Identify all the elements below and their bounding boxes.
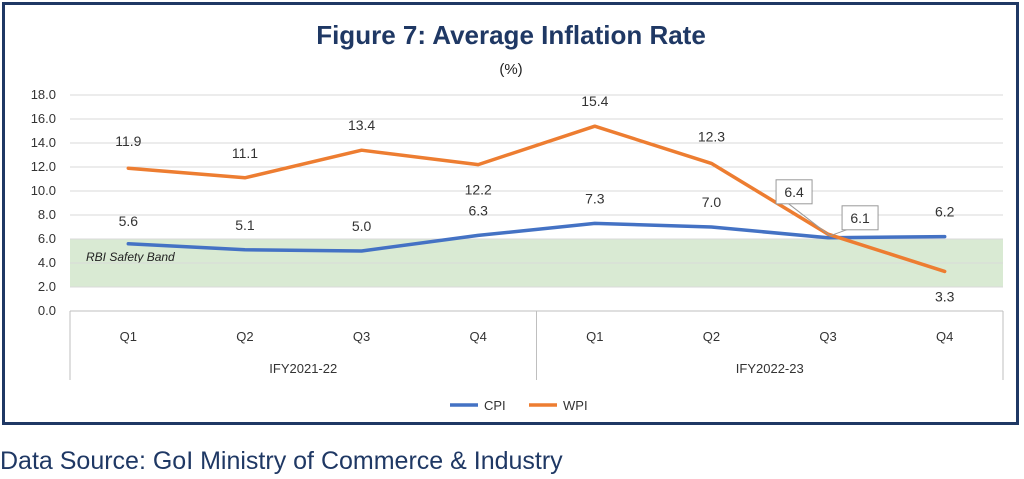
x-axis: Q1 Q2 Q3 Q4 Q1 Q2 Q3 Q4 IFY2021-22 IFY2022-23 bbox=[69, 311, 1004, 380]
callout-wpi-label: 6.4 bbox=[784, 184, 804, 200]
data-label-cpi: 7.3 bbox=[585, 190, 605, 206]
data-source-note: Data Source: GoI Ministry of Commerce & … bbox=[0, 447, 563, 475]
y-tick-label: 14.0 bbox=[31, 135, 56, 150]
inflation-chart: Figure 7: Average Inflation Rate (%) RBI… bbox=[31, 20, 1004, 413]
x-tick-label: Q4 bbox=[936, 329, 953, 344]
data-label-wpi: 13.4 bbox=[348, 117, 375, 133]
data-label-wpi: 3.3 bbox=[935, 288, 955, 304]
callout-cpi-label: 6.1 bbox=[850, 210, 870, 226]
data-labels: 5.6 5.1 5.0 6.3 7.3 7.0 6.2 11.9 11.1 13.4 12.2 15.… bbox=[115, 93, 954, 304]
y-tick-label: 4.0 bbox=[38, 255, 56, 270]
legend: CPI WPI bbox=[450, 398, 588, 413]
data-label-wpi: 11.1 bbox=[232, 145, 258, 161]
data-label-wpi: 12.3 bbox=[698, 128, 725, 144]
callout-cpi-box bbox=[841, 205, 879, 231]
safety-band-label: RBI Safety Band bbox=[86, 250, 175, 264]
y-tick-label: 12.0 bbox=[31, 159, 56, 174]
y-tick-label: 10.0 bbox=[31, 183, 56, 198]
y-tick-label: 18.0 bbox=[31, 87, 56, 102]
data-label-wpi: 12.2 bbox=[465, 182, 492, 198]
x-group-label: IFY2021-22 bbox=[269, 361, 337, 376]
chart-subtitle: (%) bbox=[499, 61, 522, 78]
y-tick-label: 6.0 bbox=[38, 231, 56, 246]
x-tick-label: Q1 bbox=[120, 329, 137, 344]
x-tick-label: Q2 bbox=[236, 329, 253, 344]
y-tick-label: 16.0 bbox=[31, 111, 56, 126]
data-label-wpi: 15.4 bbox=[581, 93, 608, 109]
data-label-cpi: 6.3 bbox=[468, 202, 488, 218]
series-line-wpi bbox=[126, 124, 947, 274]
x-tick-label: Q3 bbox=[353, 329, 370, 344]
callout-wpi-pointer bbox=[785, 201, 831, 237]
y-axis-ticks: 0.0 2.0 4.0 6.0 8.0 10.0 12.0 14.0 16.0 18.0 bbox=[31, 87, 56, 318]
data-label-cpi: 7.0 bbox=[702, 194, 722, 210]
data-label-cpi: 5.0 bbox=[352, 218, 372, 234]
y-tick-label: 2.0 bbox=[38, 279, 56, 294]
chart-title: Figure 7: Average Inflation Rate bbox=[316, 20, 706, 50]
legend-label-cpi: CPI bbox=[484, 398, 506, 413]
y-tick-label: 8.0 bbox=[38, 207, 56, 222]
x-tick-label: Q3 bbox=[819, 329, 836, 344]
data-label-cpi: 5.1 bbox=[235, 217, 255, 233]
data-label-cpi: 6.2 bbox=[935, 204, 955, 220]
x-group-label: IFY2022-23 bbox=[736, 361, 804, 376]
x-tick-label: Q1 bbox=[586, 329, 603, 344]
data-label-cpi: 5.6 bbox=[119, 213, 139, 229]
data-label-wpi: 11.9 bbox=[115, 133, 141, 149]
series-line-cpi bbox=[126, 221, 947, 253]
callout-wpi-box bbox=[775, 179, 813, 205]
x-tick-label: Q4 bbox=[470, 329, 487, 344]
legend-label-wpi: WPI bbox=[563, 398, 588, 413]
y-tick-label: 0.0 bbox=[38, 303, 56, 318]
x-tick-label: Q2 bbox=[703, 329, 720, 344]
series-lines bbox=[126, 124, 947, 274]
